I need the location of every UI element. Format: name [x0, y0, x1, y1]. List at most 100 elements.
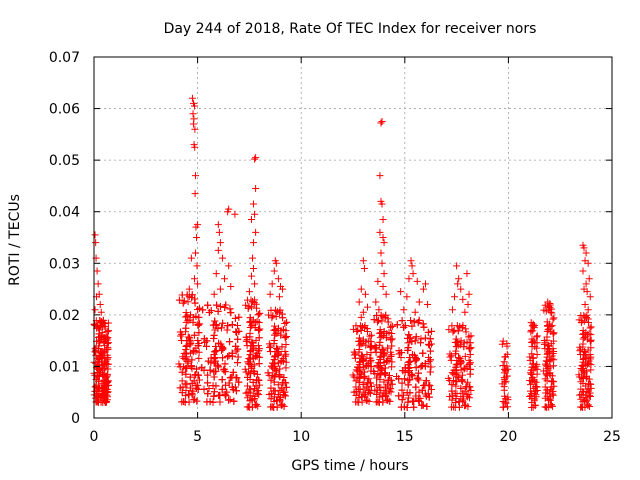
data-point	[448, 396, 456, 404]
data-point	[377, 311, 385, 319]
data-point	[189, 318, 197, 326]
data-point	[235, 378, 243, 386]
data-point	[95, 372, 103, 380]
data-point	[400, 306, 408, 314]
data-point	[210, 290, 218, 298]
data-point	[360, 356, 368, 364]
data-point	[194, 320, 202, 328]
data-point	[580, 244, 588, 252]
data-point	[427, 363, 435, 371]
data-point	[191, 125, 199, 133]
data-point	[93, 267, 101, 275]
data-point	[460, 339, 468, 347]
data-point	[368, 331, 376, 339]
plot-frame	[93, 56, 613, 419]
data-point	[280, 373, 288, 381]
data-point	[407, 257, 415, 265]
data-point	[216, 302, 224, 310]
data-point	[582, 280, 590, 288]
data-point	[268, 280, 276, 288]
data-point	[550, 329, 558, 337]
data-point	[388, 380, 396, 388]
data-point	[247, 317, 255, 325]
data-point	[366, 354, 374, 362]
data-point	[95, 393, 103, 401]
data-point	[235, 327, 243, 335]
data-point	[420, 382, 428, 390]
data-point	[501, 399, 509, 407]
data-point	[465, 290, 473, 298]
data-point	[418, 362, 426, 370]
data-point	[544, 341, 552, 349]
data-point	[282, 364, 290, 372]
data-point	[95, 333, 103, 341]
data-point	[406, 389, 414, 397]
data-point	[453, 366, 461, 374]
data-point	[415, 396, 423, 404]
data-point	[545, 342, 553, 350]
data-point	[247, 215, 255, 223]
y-tick-label: 0.02	[49, 308, 80, 324]
data-point	[580, 347, 588, 355]
data-point	[528, 350, 536, 358]
data-point	[532, 362, 540, 370]
data-point	[359, 308, 367, 316]
data-point	[367, 382, 375, 390]
data-point	[222, 381, 230, 389]
data-point	[448, 369, 456, 377]
data-point	[360, 264, 368, 272]
data-point	[388, 363, 396, 371]
data-point	[544, 349, 552, 357]
data-point	[548, 352, 556, 360]
data-point	[460, 395, 468, 403]
data-point	[202, 342, 210, 350]
data-point	[417, 335, 425, 343]
data-point	[461, 308, 469, 316]
data-point	[411, 337, 419, 345]
data-point	[214, 324, 222, 332]
data-point	[421, 362, 429, 370]
data-point	[253, 304, 261, 312]
data-point	[375, 306, 383, 314]
data-point	[499, 362, 507, 370]
axis-tick-labels: 0 5 10 15 20 25 0 0.01 0.02 0.03 0.04 0.05 0.06 0.07	[49, 50, 621, 445]
data-point	[499, 337, 507, 345]
data-point	[356, 363, 364, 371]
data-point	[100, 390, 108, 398]
data-point	[350, 373, 358, 381]
data-point	[548, 388, 556, 396]
data-point	[214, 363, 222, 371]
data-point	[585, 318, 593, 326]
data-point	[376, 376, 384, 384]
data-point	[464, 378, 472, 386]
data-point	[379, 398, 387, 406]
data-point	[578, 362, 586, 370]
data-point	[279, 388, 287, 396]
data-point	[252, 352, 260, 360]
data-point	[463, 338, 471, 346]
data-point	[244, 304, 252, 312]
data-point	[104, 365, 112, 373]
data-point	[214, 221, 222, 229]
data-point	[466, 370, 474, 378]
data-point	[186, 341, 194, 349]
data-point	[223, 326, 231, 334]
data-point	[193, 234, 201, 241]
data-point	[411, 308, 419, 316]
data-point	[404, 381, 412, 389]
data-point	[353, 328, 361, 336]
data-point	[192, 347, 200, 355]
data-point	[190, 331, 198, 339]
y-tick-label: 0.04	[49, 205, 80, 221]
data-point	[279, 326, 287, 334]
data-point	[281, 320, 289, 328]
data-point	[187, 349, 195, 357]
data-point	[242, 389, 250, 397]
data-point	[196, 320, 204, 328]
data-point	[377, 371, 385, 379]
y-tick-label: 0.01	[49, 359, 80, 375]
data-point	[194, 221, 202, 229]
data-point	[205, 385, 213, 393]
data-point	[264, 369, 272, 377]
data-point	[398, 317, 406, 325]
